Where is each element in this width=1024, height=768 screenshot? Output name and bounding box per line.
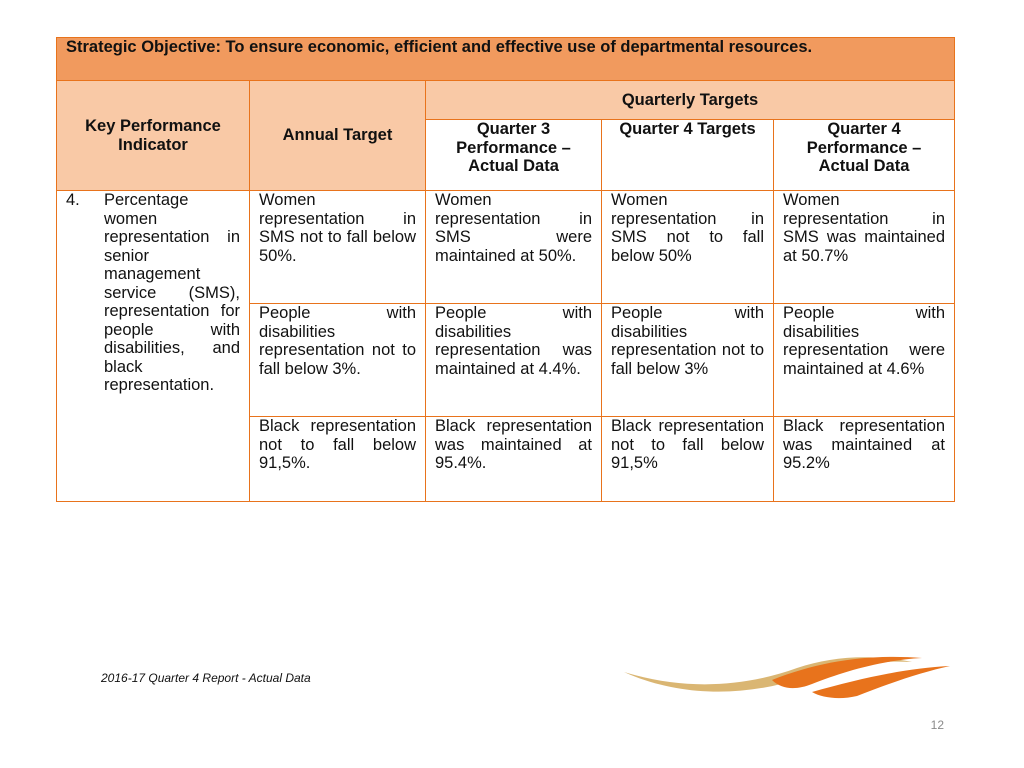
header-q4-actual: Quarter 4 Performance – Actual Data [772,119,956,191]
header-annual-target: Annual Target [249,80,426,191]
annual-target-black: Black representation not to fall below 9… [249,416,426,502]
q3-actual-black: Black representation was maintained at 9… [425,416,602,502]
header-quarterly-targets: Quarterly Targets [424,80,956,120]
swoosh-logo-icon [624,656,950,699]
q4-actual-disabilities: People with disabilities representation … [772,303,956,417]
q4-actual-black: Black representation was maintained at 9… [772,416,956,502]
kpi-description: Percentage women representation in senio… [104,191,240,394]
q3-actual-disabilities: People with disabilities representation … [425,303,602,417]
header-kpi: Key Performance Indicator [56,80,250,191]
q4-target-disabilities: People with disabilities representation … [601,303,774,417]
annual-target-disabilities: People with disabilities representation … [249,303,426,417]
page-number: 12 [930,718,944,732]
header-q4-targets: Quarter 4 Targets [601,119,774,191]
kpi-number: 4. [66,191,80,209]
annual-target-women: Women representation in SMS not to fall … [249,190,426,304]
q4-target-women: Women representation in SMS not to fall … [601,190,774,304]
performance-table: Strategic Objective: To ensure economic,… [55,37,956,502]
kpi-cell: 4. Percentage women representation in se… [56,190,250,502]
q4-target-black: Black representation not to fall below 9… [601,416,774,502]
q3-actual-women: Women representation in SMS were maintai… [425,190,602,304]
q4-actual-women: Women representation in SMS was maintain… [772,190,956,304]
report-footer: 2016-17 Quarter 4 Report - Actual Data [101,671,311,685]
strategic-objective: Strategic Objective: To ensure economic,… [55,37,956,81]
header-q3-actual: Quarter 3 Performance – Actual Data [425,119,602,191]
